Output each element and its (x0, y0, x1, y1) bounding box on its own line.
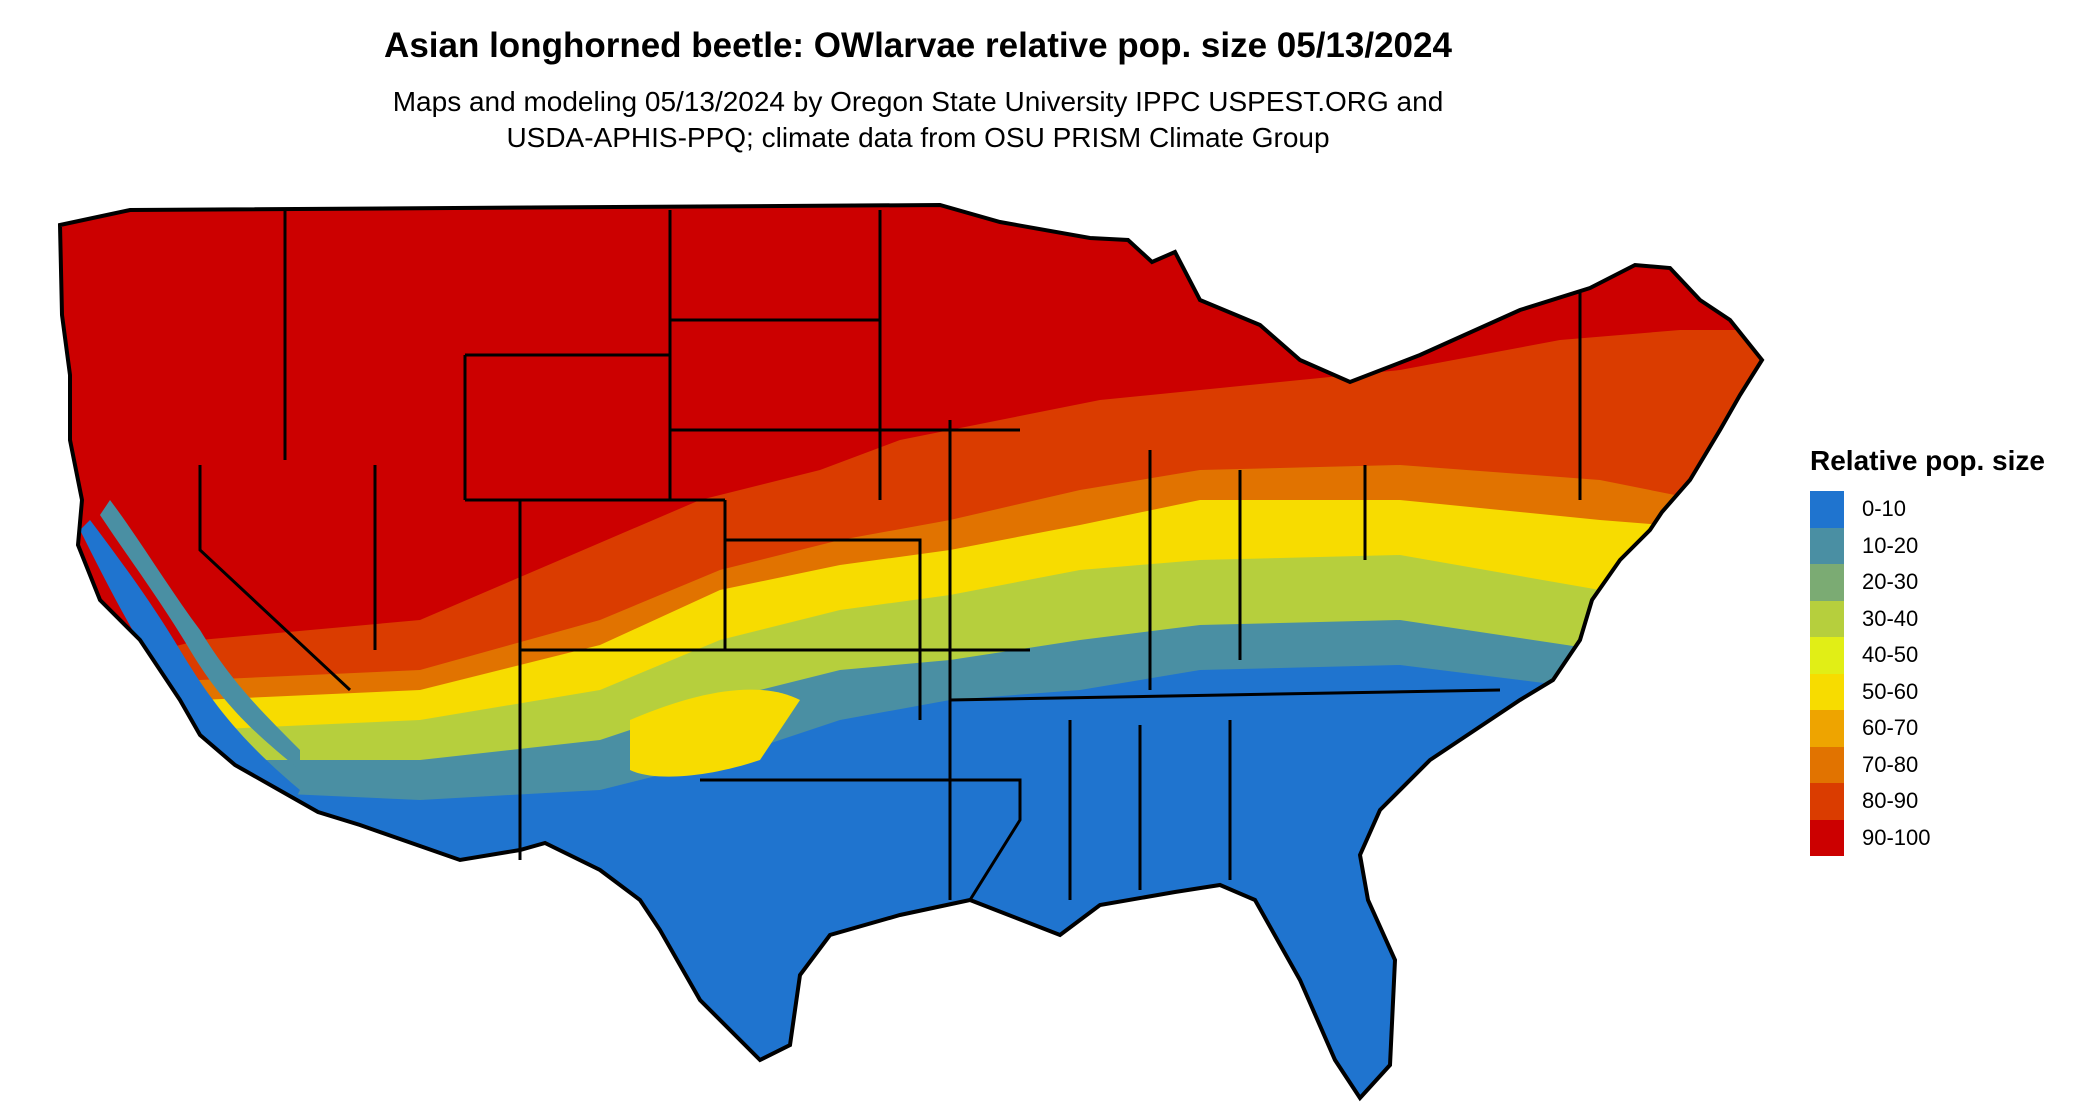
legend-item: 80-90 (1810, 783, 2045, 820)
legend-swatch (1810, 564, 1844, 601)
legend-label: 40-50 (1862, 642, 1919, 668)
legend-label: 10-20 (1862, 532, 1919, 558)
legend-item: 20-30 (1810, 564, 2045, 601)
zone-50-60-southwest (630, 689, 800, 777)
map-title: Asian longhorned beetle: OWlarvae relati… (384, 26, 1452, 65)
border-tennessee-line (949, 688, 1501, 702)
legend-items: 0-10 10-20 20-30 30-40 40-50 50-60 60-70 70-80 8… (1810, 491, 2045, 856)
legend-swatch (1810, 600, 1844, 637)
legend-swatch (1810, 710, 1844, 747)
legend-item: 60-70 (1810, 710, 2045, 747)
map-subtitle: Maps and modeling 05/13/2024 by Oregon S… (0, 84, 1836, 156)
border-kansas (725, 538, 922, 720)
legend-swatch (1810, 819, 1844, 856)
subtitle-line-1: Maps and modeling 05/13/2024 by Oregon S… (392, 86, 1444, 117)
legend-label: 70-80 (1862, 751, 1919, 777)
legend-item: 50-60 (1810, 673, 2045, 710)
legend-label: 30-40 (1862, 605, 1919, 631)
legend-swatch (1810, 637, 1844, 674)
legend-swatch (1810, 673, 1844, 710)
legend-item: 40-50 (1810, 637, 2045, 674)
legend-label: 60-70 (1862, 715, 1919, 741)
map-legend: Relative pop. size 0-10 10-20 20-30 30-40 40… (1810, 445, 2045, 856)
legend-swatch (1810, 783, 1844, 820)
legend-label: 80-90 (1862, 788, 1919, 814)
border-texas-oklahoma (700, 778, 1022, 901)
state-borders (198, 210, 1582, 901)
legend-label: 20-30 (1862, 569, 1919, 595)
legend-item: 30-40 (1810, 600, 2045, 637)
subtitle-line-2: USDA-APHIS-PPQ; climate data from OSU PR… (506, 122, 1330, 153)
zone-0-10-california (80, 520, 300, 810)
legend-swatch (1810, 491, 1844, 528)
legend-label: 90-100 (1862, 824, 1931, 850)
border-california-nevada (198, 465, 352, 692)
zone-10-20-california (100, 500, 300, 770)
legend-item: 0-10 (1810, 491, 2045, 528)
legend-label: 50-60 (1862, 678, 1919, 704)
legend-item: 10-20 (1810, 527, 2045, 564)
legend-swatch (1810, 746, 1844, 783)
legend-item: 70-80 (1810, 746, 2045, 783)
legend-swatch (1810, 527, 1844, 564)
legend-item: 90-100 (1810, 819, 2045, 856)
legend-label: 0-10 (1862, 496, 1907, 522)
legend-title: Relative pop. size (1810, 445, 2045, 476)
